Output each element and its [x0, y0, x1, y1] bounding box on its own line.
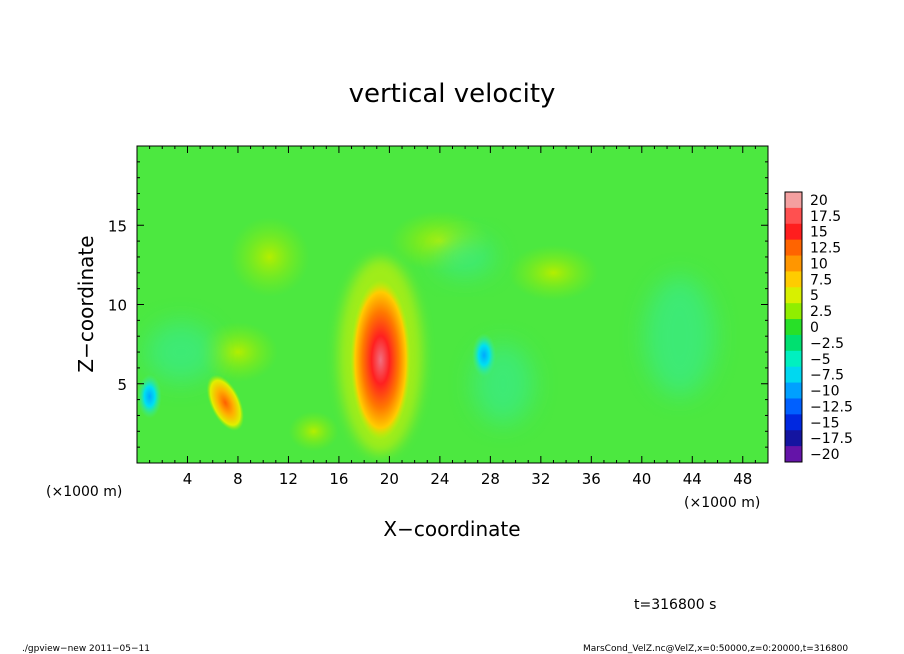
colorbar-label: 7.5	[810, 272, 832, 288]
downdraft-region	[644, 276, 715, 397]
colorbar-swatch	[785, 239, 802, 257]
colorbar-label: −10	[810, 384, 840, 400]
colorbar-swatch	[785, 430, 802, 447]
x-tick-label: 16	[329, 470, 348, 488]
colorbar-label: 15	[810, 225, 828, 241]
colorbar-label: 5	[810, 288, 819, 304]
colorbar-swatch	[785, 446, 802, 463]
colorbar-label: −17.5	[810, 431, 853, 447]
x-tick-label: 40	[632, 470, 651, 488]
colorbar-swatch	[785, 303, 802, 320]
x-tick-label: 20	[380, 470, 399, 488]
colorbar-swatch	[785, 255, 802, 272]
field-patch	[508, 244, 599, 301]
chart-title: vertical velocity	[349, 79, 556, 109]
colorbar-label: 12.5	[810, 241, 841, 257]
downdraft-region	[146, 322, 217, 383]
colorbar-swatch	[785, 350, 802, 368]
colorbar-swatch	[785, 414, 802, 431]
colorbar-swatch	[785, 382, 802, 399]
downdraft	[472, 333, 497, 378]
x-axis: 4 8 12 16 20 24 28 32 36 40 44 48	[149, 146, 756, 488]
y-axis-title: Z−coordinate	[74, 235, 98, 372]
colorbar-swatch	[785, 398, 802, 415]
footer-program: ./gpview−new 2011−05−11	[22, 644, 150, 654]
field-patch	[288, 411, 339, 452]
colorbar-swatch	[785, 271, 802, 288]
x-axis-unit-right: (×1000 m)	[684, 495, 760, 511]
colorbar-label: −12.5	[810, 399, 853, 415]
x-tick-label: 4	[183, 470, 193, 488]
colorbar-swatch	[785, 319, 802, 336]
x-tick-label: 36	[582, 470, 601, 488]
colorbar-label: −2.5	[810, 336, 844, 352]
colorbar-label: 17.5	[810, 209, 841, 225]
colorbar-label: −15	[810, 415, 840, 431]
x-tick-label: 24	[430, 470, 449, 488]
velocity-field	[137, 211, 715, 454]
colorbar-swatch	[785, 192, 802, 209]
colorbar-swatch	[785, 334, 802, 352]
footer-source: MarsCond_VelZ.nc@VelZ,x=0:50000,z=0:2000…	[583, 644, 848, 654]
colorbar-label: −7.5	[810, 368, 844, 384]
y-tick-label: 15	[108, 217, 127, 235]
colorbar-label: −20	[810, 447, 840, 463]
x-tick-label: 8	[233, 470, 243, 488]
colorbar-swatch	[785, 223, 802, 241]
x-tick-label: 44	[683, 470, 702, 488]
field-patch	[229, 216, 310, 297]
colorbar-label: 10	[810, 256, 828, 272]
colorbar: 2017.51512.5107.552.50−2.5−5−7.5−10−12.5…	[784, 191, 853, 463]
colorbar-label: −5	[810, 352, 831, 368]
downdraft	[137, 374, 162, 419]
colorbar-label: 0	[810, 320, 819, 336]
updraft-core	[350, 279, 411, 440]
y-axis: 5 10 15	[108, 161, 768, 448]
x-tick-label: 32	[531, 470, 550, 488]
x-axis-unit-left: (×1000 m)	[46, 484, 122, 500]
updraft	[206, 374, 244, 431]
colorbar-swatch	[785, 366, 802, 384]
y-tick-label: 5	[117, 376, 127, 394]
downdraft-region	[435, 236, 496, 277]
colorbar-label: 20	[810, 193, 828, 209]
x-tick-label: 12	[279, 470, 298, 488]
colorbar-frame	[784, 191, 803, 463]
colorbar-swatch	[785, 207, 802, 225]
x-tick-label: 48	[733, 470, 752, 488]
x-axis-title: X−coordinate	[383, 517, 520, 541]
field-patch	[197, 322, 278, 383]
y-tick-label: 10	[108, 297, 127, 315]
time-label: t=316800 s	[634, 597, 716, 613]
colorbar-label: 2.5	[810, 304, 832, 320]
plot-area	[137, 146, 768, 463]
colorbar-swatch	[785, 287, 802, 304]
x-tick-label: 28	[481, 470, 500, 488]
